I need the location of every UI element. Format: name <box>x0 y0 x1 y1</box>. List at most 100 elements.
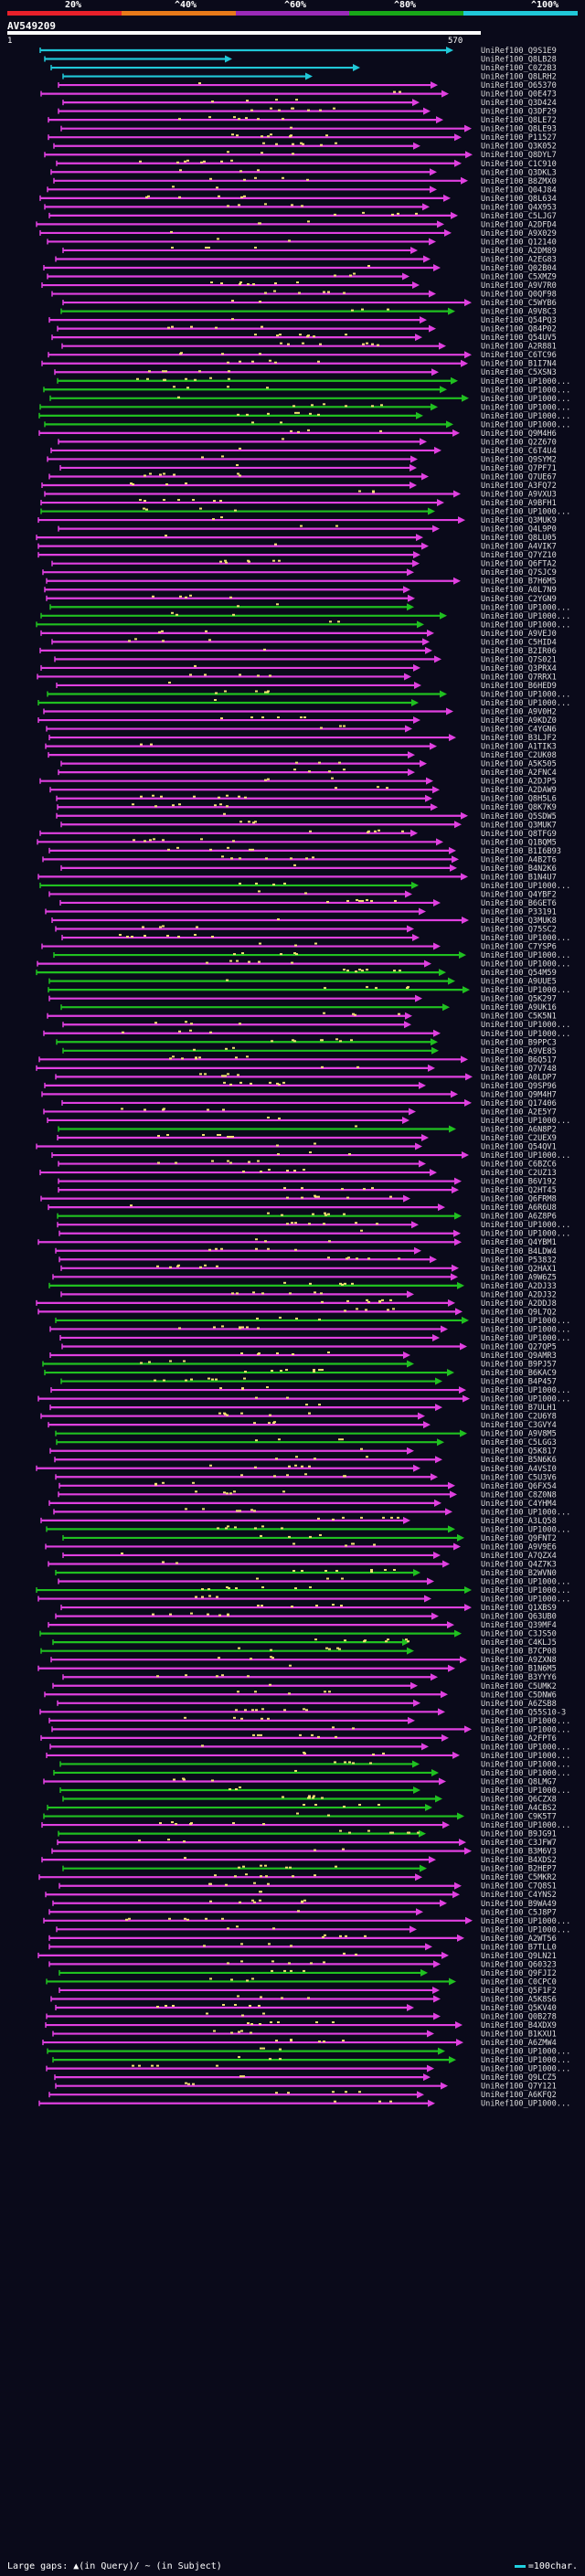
hit-row[interactable]: UniRef100_Q9L7Q2 <box>37 1308 557 1317</box>
hit-row[interactable]: UniRef100_UP1000... <box>49 394 570 404</box>
hit-row[interactable]: UniRef100_UP1000... <box>59 1760 570 1769</box>
hit-row[interactable]: UniRef100_A0LDP7 <box>55 1073 557 1082</box>
hit-row[interactable]: UniRef100_A6ZSB8 <box>57 1699 557 1709</box>
hit-row[interactable]: UniRef100_C6BZC6 <box>58 1160 557 1170</box>
hit-row[interactable]: UniRef100_UP1000... <box>51 1151 570 1161</box>
hit-row[interactable]: UniRef100_B1I6B93 <box>48 846 561 856</box>
hit-row[interactable]: UniRef100_C5XMZ9 <box>47 272 557 282</box>
hit-row[interactable]: UniRef100_B6KAC9 <box>44 1369 557 1378</box>
hit-row[interactable]: UniRef100_B5N6K6 <box>54 1456 557 1465</box>
hit-row[interactable]: UniRef100_C2UZ13 <box>39 1169 557 1178</box>
hit-row[interactable]: UniRef100_A2DFD4 <box>36 220 557 229</box>
hit-row[interactable]: UniRef100_UP1000... <box>55 1316 570 1326</box>
hit-row[interactable]: UniRef100_B1N6M5 <box>37 1664 557 1674</box>
hit-row[interactable]: UniRef100_C7Q8S1 <box>58 1882 557 1892</box>
hit-row[interactable]: UniRef100_C4YGN6 <box>46 725 557 735</box>
hit-row[interactable]: UniRef100_Q6FRM8 <box>40 1194 557 1204</box>
hit-row[interactable]: UniRef100_Q8K7K9 <box>57 803 557 812</box>
hit-row[interactable]: UniRef100_Q7RRX1 <box>37 673 557 682</box>
hit-row[interactable]: UniRef100_A2R881 <box>61 342 557 352</box>
hit-row[interactable]: UniRef100_Q8TFG9 <box>39 829 557 839</box>
hit-row[interactable]: UniRef100_Q2HT45 <box>58 1186 557 1195</box>
hit-row[interactable]: UniRef100_UP1000... <box>48 1716 570 1726</box>
hit-row[interactable]: UniRef100_UP1000... <box>58 1229 570 1239</box>
hit-row[interactable]: UniRef100_UP1000... <box>43 386 570 395</box>
hit-row[interactable]: UniRef100_UP1000... <box>39 403 570 412</box>
hit-row[interactable]: UniRef100_Q0QF98 <box>51 290 557 300</box>
hit-row[interactable]: UniRef100_B6GET6 <box>59 898 557 908</box>
hit-row[interactable]: UniRef100_Q63UB0 <box>55 1612 557 1622</box>
hit-row[interactable]: UniRef100_UP1000... <box>37 1595 570 1605</box>
hit-row[interactable]: UniRef100_A9VE85 <box>62 1046 557 1056</box>
hit-row[interactable]: UniRef100_O65370 <box>58 81 557 90</box>
hit-row[interactable]: UniRef100_Q8H5L6 <box>56 794 557 804</box>
hit-row[interactable]: UniRef100_A3FQ72 <box>41 482 557 491</box>
hit-row[interactable]: UniRef100_A9X029 <box>39 228 557 239</box>
hit-row[interactable]: UniRef100_A1TIK3 <box>45 742 557 752</box>
hit-row[interactable]: UniRef100_A2EG83 <box>55 255 557 264</box>
hit-row[interactable]: UniRef100_B9PJ57 <box>42 1360 557 1370</box>
hit-row[interactable]: UniRef100_B4XDX9 <box>45 2021 557 2030</box>
hit-row[interactable]: UniRef100_UP1000... <box>39 881 570 891</box>
hit-row[interactable]: UniRef100_A7QZX4 <box>62 1551 557 1561</box>
hit-row[interactable]: UniRef100_UP1000... <box>59 1786 570 1796</box>
hit-row[interactable]: UniRef100_UP1000... <box>47 2047 570 2057</box>
hit-row[interactable]: UniRef100_A9UUE5 <box>48 977 557 987</box>
hit-row[interactable]: UniRef100_B7CP08 <box>40 1647 557 1657</box>
hit-row[interactable]: UniRef100_UP1000... <box>47 1116 570 1126</box>
hit-row[interactable]: UniRef100_B1KXU1 <box>52 2030 557 2040</box>
hit-row[interactable]: UniRef100_A4CBS2 <box>47 1804 557 1813</box>
hit-row[interactable]: UniRef100_C2YGN9 <box>46 594 557 604</box>
hit-row[interactable]: UniRef100_Q04J84 <box>47 186 557 195</box>
hit-row[interactable]: UniRef100_UP1000... <box>53 951 570 960</box>
hit-row[interactable]: UniRef100_B3YYY6 <box>62 1673 557 1682</box>
hit-row[interactable]: UniRef100_Q17406 <box>61 1098 557 1108</box>
hit-row[interactable]: UniRef100_Q9S1E9 <box>39 47 557 56</box>
hit-row[interactable]: UniRef100_B6HED9 <box>56 681 557 691</box>
hit-row[interactable]: UniRef100_UP1000... <box>59 1333 570 1343</box>
hit-row[interactable]: UniRef100_A9V8M5 <box>55 1429 557 1439</box>
hit-row[interactable]: UniRef100_Q5SDW5 <box>56 811 557 822</box>
hit-row[interactable]: UniRef100_A6N8P2 <box>58 1125 557 1134</box>
hit-row[interactable]: UniRef100_UP1000... <box>41 1821 570 1830</box>
hit-row[interactable]: UniRef100_C2UEX9 <box>57 1134 557 1143</box>
hit-row[interactable]: UniRef100_UP1000... <box>53 1768 570 1778</box>
hit-row[interactable]: UniRef100_A2FPT6 <box>40 1733 557 1744</box>
hit-row[interactable]: UniRef100_B1I7N4 <box>41 359 557 369</box>
hit-row[interactable]: UniRef100_Q6CZX8 <box>62 1795 557 1805</box>
hit-row[interactable]: UniRef100_A2DJ33 <box>48 1281 557 1291</box>
hit-row[interactable]: UniRef100_UP1000... <box>58 1577 570 1587</box>
hit-row[interactable]: UniRef100_Q6FTA2 <box>51 559 557 569</box>
hit-row[interactable]: UniRef100_A9V9E6 <box>45 1542 557 1552</box>
hit-row[interactable]: UniRef100_C2UK08 <box>48 751 557 760</box>
hit-row[interactable]: UniRef100_C2U6Y8 <box>40 1412 557 1422</box>
hit-row[interactable]: UniRef100_Q9SP96 <box>44 1081 557 1091</box>
hit-row[interactable]: UniRef100_A6R6U8 <box>48 1203 557 1213</box>
hit-row[interactable]: UniRef100_P11527 <box>48 133 557 143</box>
hit-row[interactable]: UniRef100_Q5KV40 <box>55 2004 557 2013</box>
hit-row[interactable]: UniRef100_B9JG91 <box>58 1829 557 1839</box>
hit-row[interactable]: UniRef100_UP1000... <box>36 620 570 630</box>
hit-row[interactable]: UniRef100_Q60323 <box>48 1960 557 1969</box>
hit-row[interactable]: UniRef100_UP1000... <box>46 2064 570 2074</box>
hit-row[interactable]: UniRef100_Q3PRX4 <box>40 663 557 673</box>
hit-row[interactable]: UniRef100_C5XSN3 <box>54 368 557 377</box>
hit-row[interactable]: UniRef100_A9UK16 <box>60 1003 557 1012</box>
hit-row[interactable]: UniRef100_UP1000... <box>40 611 570 621</box>
hit-row[interactable]: UniRef100_C7YSP6 <box>41 942 557 952</box>
hit-row[interactable]: UniRef100_Q54UV5 <box>51 334 557 343</box>
hit-row[interactable]: UniRef100_C5UMK2 <box>52 1681 557 1691</box>
hit-row[interactable]: UniRef100_P33191 <box>45 907 557 917</box>
hit-row[interactable]: UniRef100_Q55S10-3 <box>39 1708 566 1717</box>
hit-row[interactable]: UniRef100_C4KLJ5 <box>52 1638 557 1648</box>
hit-row[interactable]: UniRef100_Q84P02 <box>57 324 557 334</box>
hit-row[interactable]: UniRef100_UP1000... <box>46 1751 570 1761</box>
hit-row[interactable]: UniRef100_C6TC96 <box>48 351 557 360</box>
hit-row[interactable]: UniRef100_UP1000... <box>37 699 570 708</box>
hit-row[interactable]: UniRef100_C5MKR2 <box>38 1873 557 1882</box>
hit-row[interactable]: UniRef100_A5K8S6 <box>50 1995 557 2004</box>
hit-row[interactable]: UniRef100_Q9FJI2 <box>58 1968 557 1978</box>
hit-row[interactable]: UniRef100_Q4L9P0 <box>58 525 557 535</box>
hit-row[interactable]: UniRef100_C5U3V6 <box>55 1473 557 1482</box>
hit-row[interactable]: UniRef100_Q0B278 <box>46 2012 557 2022</box>
